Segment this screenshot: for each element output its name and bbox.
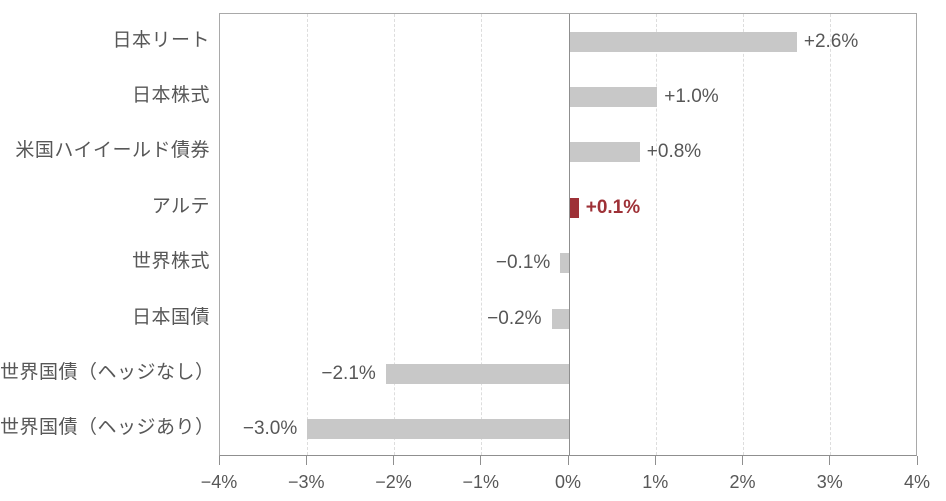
x-axis-tick-label: −3% <box>287 472 325 492</box>
plot-area: +2.6% +1.0% +0.8% +0.1% −0.1% −0.2% −2.1% −3.0% <box>219 13 917 456</box>
x-axis-tick-label: −2% <box>375 472 412 492</box>
gridline <box>306 14 308 455</box>
x-axis-tick <box>393 456 394 465</box>
x-axis-tick <box>218 456 220 465</box>
bar-highlight <box>570 197 579 218</box>
category-label: 世界株式 <box>131 251 210 273</box>
value-label: +1.0% <box>664 86 719 108</box>
category-label: アルテ <box>151 195 210 217</box>
x-axis-tick <box>654 456 656 465</box>
category-label: 世界国債（ヘッジあり） <box>0 417 215 439</box>
bar <box>560 253 569 274</box>
zero-gridline <box>568 14 570 455</box>
gridline <box>830 14 832 455</box>
value-label: −3.0% <box>242 418 298 440</box>
bar <box>385 363 569 384</box>
bar <box>570 87 658 108</box>
x-axis-tick-label: 1% <box>642 472 669 492</box>
value-label: −0.1% <box>495 252 551 274</box>
bar <box>570 31 797 52</box>
value-label: −0.2% <box>487 307 542 329</box>
gridline <box>481 14 483 455</box>
x-axis-tick-label: 4% <box>903 472 931 492</box>
x-axis-tick <box>480 456 482 465</box>
x-axis-tick-label: −4% <box>200 472 238 492</box>
x-axis-tick <box>916 456 918 465</box>
x-axis-tick-label: −1% <box>462 472 500 492</box>
bar <box>551 308 569 329</box>
category-label: 日本国債 <box>131 306 210 328</box>
bar <box>307 419 569 440</box>
value-label: +2.6% <box>803 30 859 52</box>
x-axis-tick <box>567 456 569 465</box>
value-label: −2.1% <box>321 362 376 384</box>
gridline <box>655 14 657 455</box>
value-label: +0.1% <box>585 196 641 218</box>
x-axis-tick <box>742 456 743 465</box>
category-label: 米国ハイイールド債券 <box>15 140 210 162</box>
x-axis-tick-label: 2% <box>729 472 756 492</box>
value-label: +0.8% <box>646 141 702 163</box>
category-label: 世界国債（ヘッジなし） <box>0 361 215 383</box>
category-label: 日本株式 <box>131 85 210 107</box>
bar <box>570 142 640 163</box>
category-label: 日本リート <box>112 29 210 51</box>
gridline <box>743 14 744 455</box>
x-axis-tick-label: 0% <box>554 472 582 492</box>
x-axis-tick-label: 3% <box>816 472 843 492</box>
gridline <box>394 14 395 455</box>
x-axis-tick <box>305 456 307 465</box>
x-axis-tick <box>829 456 831 465</box>
